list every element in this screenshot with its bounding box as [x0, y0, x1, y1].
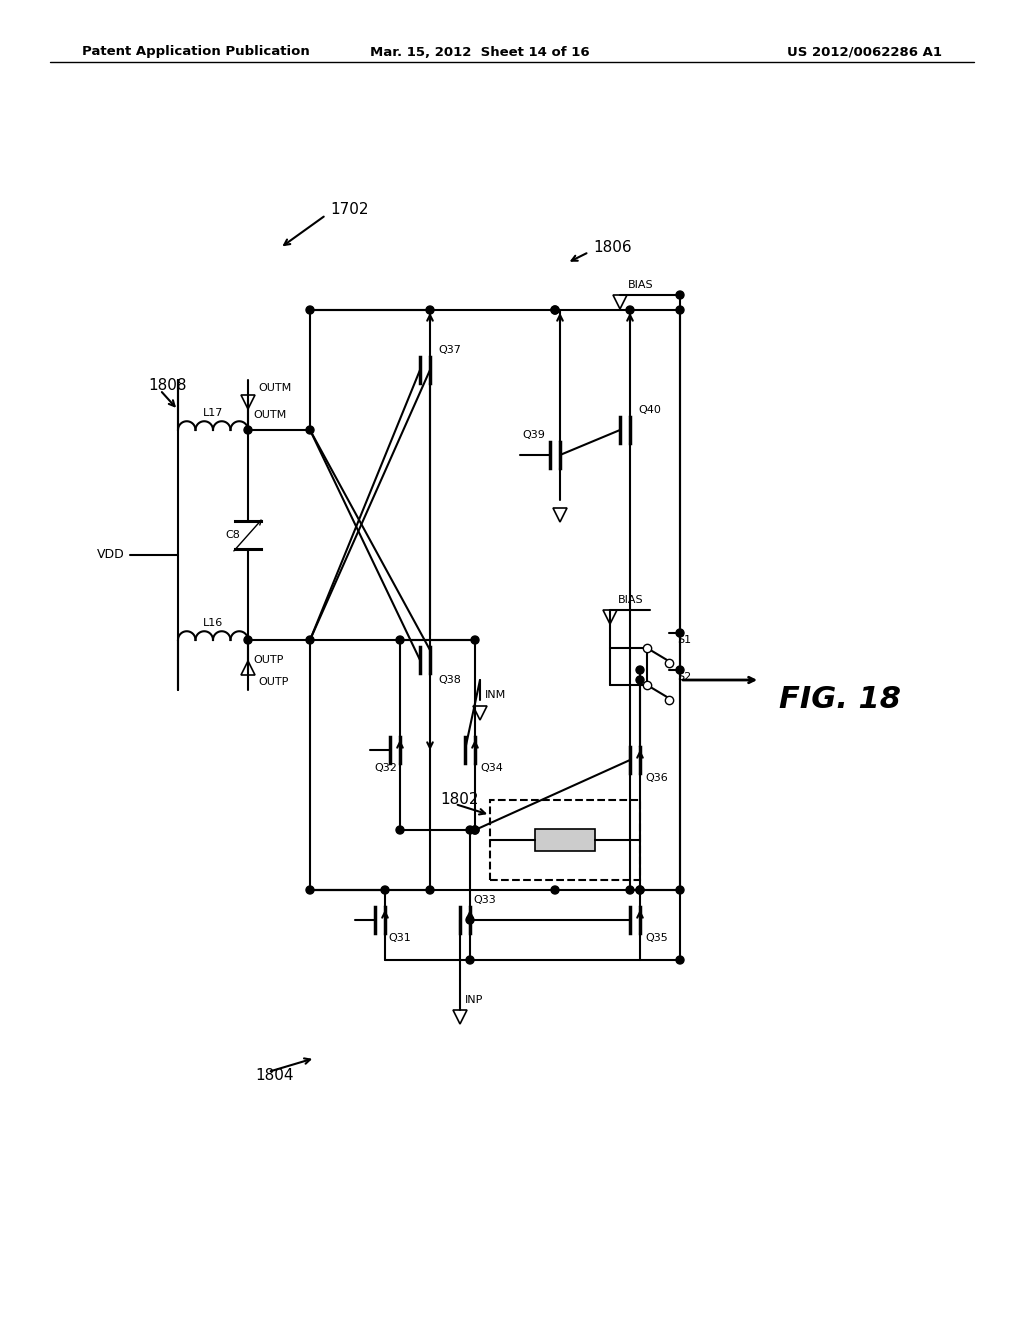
- Text: Q36: Q36: [645, 774, 668, 783]
- Circle shape: [466, 916, 474, 924]
- Circle shape: [551, 306, 559, 314]
- Circle shape: [636, 676, 644, 684]
- Text: 1804: 1804: [255, 1068, 294, 1082]
- Circle shape: [626, 886, 634, 894]
- Text: Q40: Q40: [638, 405, 660, 414]
- Circle shape: [471, 636, 479, 644]
- Text: L17: L17: [203, 408, 223, 418]
- Circle shape: [676, 290, 684, 300]
- Circle shape: [471, 826, 479, 834]
- Circle shape: [466, 826, 474, 834]
- Circle shape: [244, 636, 252, 644]
- Circle shape: [426, 306, 434, 314]
- Bar: [535, 829, 595, 851]
- Circle shape: [306, 636, 314, 644]
- Text: 1802: 1802: [440, 792, 478, 808]
- Circle shape: [636, 667, 644, 675]
- Text: OUTM: OUTM: [253, 411, 287, 420]
- Text: 1702: 1702: [330, 202, 369, 218]
- Circle shape: [676, 630, 684, 638]
- Text: Mar. 15, 2012  Sheet 14 of 16: Mar. 15, 2012 Sheet 14 of 16: [371, 45, 590, 58]
- Circle shape: [396, 636, 404, 644]
- Text: FIG. 18: FIG. 18: [779, 685, 901, 714]
- Circle shape: [636, 886, 644, 894]
- Circle shape: [471, 826, 479, 834]
- Text: OUTP: OUTP: [258, 677, 289, 686]
- Text: Q34: Q34: [480, 763, 503, 774]
- Text: OUTM: OUTM: [258, 383, 291, 393]
- Text: 1808: 1808: [148, 378, 186, 392]
- Text: Patent Application Publication: Patent Application Publication: [82, 45, 309, 58]
- Text: Q38: Q38: [438, 675, 461, 685]
- Circle shape: [466, 956, 474, 964]
- Circle shape: [676, 667, 684, 675]
- Circle shape: [426, 886, 434, 894]
- Circle shape: [676, 886, 684, 894]
- Circle shape: [551, 306, 559, 314]
- Circle shape: [676, 306, 684, 314]
- Text: INM: INM: [485, 690, 506, 700]
- Text: C8: C8: [225, 531, 240, 540]
- Circle shape: [396, 826, 404, 834]
- Text: L16: L16: [203, 618, 223, 628]
- Text: US 2012/0062286 A1: US 2012/0062286 A1: [787, 45, 942, 58]
- Circle shape: [306, 886, 314, 894]
- Text: Q32: Q32: [374, 763, 397, 774]
- Circle shape: [551, 886, 559, 894]
- Text: BIAS: BIAS: [618, 595, 644, 605]
- Text: OUTP: OUTP: [253, 655, 284, 665]
- Circle shape: [306, 306, 314, 314]
- Circle shape: [244, 426, 252, 434]
- Circle shape: [381, 886, 389, 894]
- Text: INP: INP: [465, 995, 483, 1005]
- Text: Q35: Q35: [645, 933, 668, 942]
- Circle shape: [626, 306, 634, 314]
- Circle shape: [306, 426, 314, 434]
- Circle shape: [676, 956, 684, 964]
- Text: S2: S2: [677, 672, 691, 682]
- Text: 1806: 1806: [593, 240, 632, 256]
- Text: Q37: Q37: [438, 345, 461, 355]
- Text: Q31: Q31: [388, 933, 411, 942]
- Text: Q33: Q33: [473, 895, 496, 906]
- Text: VDD: VDD: [97, 549, 125, 561]
- Circle shape: [636, 886, 644, 894]
- Text: Q39: Q39: [522, 430, 545, 440]
- Text: S1: S1: [677, 635, 691, 645]
- Text: BIAS: BIAS: [628, 280, 653, 290]
